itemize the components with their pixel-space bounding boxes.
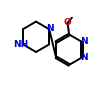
Text: N: N (46, 24, 53, 33)
Text: O: O (64, 18, 72, 27)
Text: N: N (80, 37, 88, 46)
Text: NH: NH (13, 40, 29, 49)
Text: N: N (80, 53, 88, 62)
